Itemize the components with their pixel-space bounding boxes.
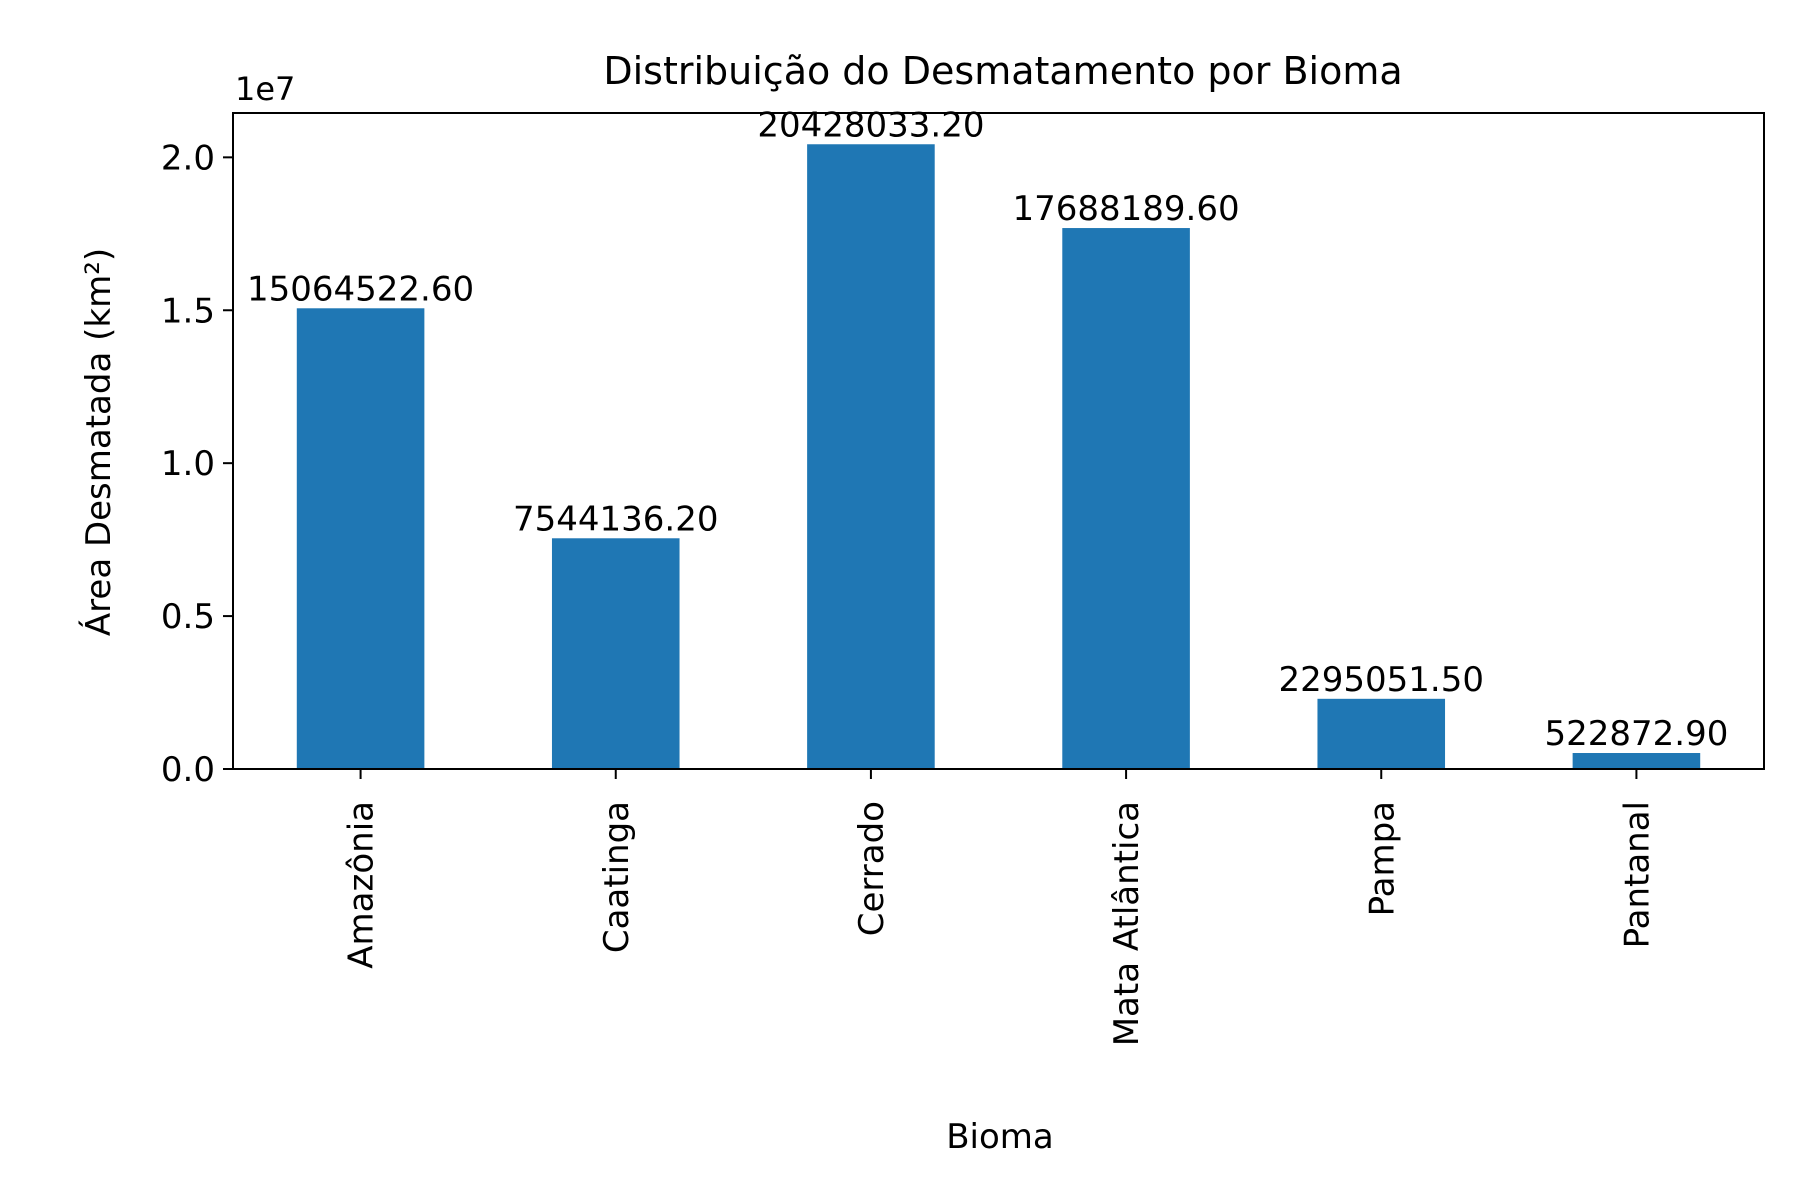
y-tick-label: 1.0 <box>161 444 215 484</box>
bar <box>296 308 425 769</box>
x-tick-label: Amazônia <box>342 801 382 969</box>
bar <box>1062 228 1190 769</box>
chart-title: Distribuição do Desmatamento por Bioma <box>603 49 1402 93</box>
x-tick-label: Caatinga <box>597 801 637 953</box>
bar-value-label: 17688189.60 <box>1013 189 1240 229</box>
y-axis: 0.0 0.5 1.0 1.5 2.0 <box>161 138 233 790</box>
y-tick-label: 0.0 <box>161 750 215 790</box>
bar <box>1317 698 1446 769</box>
bars-group <box>296 144 1701 769</box>
plot-frame <box>232 112 1765 770</box>
x-tick-label: Mata Atlântica <box>1107 801 1147 1046</box>
bar-value-label: 522872.90 <box>1544 714 1728 754</box>
y-tick-label: 0.5 <box>161 597 215 637</box>
x-tick-label: Pampa <box>1362 801 1402 916</box>
x-axis-label: Bioma <box>946 1117 1054 1157</box>
bar-value-label: 15064522.60 <box>247 269 474 309</box>
x-axis: Amazônia Caatinga Cerrado Mata Atlântica Pam… <box>342 769 1657 1046</box>
bar <box>551 538 680 769</box>
y-axis-label: Área Desmatada (km²) <box>78 248 119 636</box>
bar-value-label: 20428033.20 <box>757 105 984 145</box>
bar-value-label: 7544136.20 <box>513 499 719 539</box>
x-tick-label: Cerrado <box>852 801 892 936</box>
y-axis-scale-label: 1e7 <box>235 70 295 108</box>
bar <box>807 144 935 769</box>
value-labels-group: 15064522.60 7544136.20 20428033.20 17688189… <box>247 105 1728 754</box>
x-tick-label: Pantanal <box>1617 801 1657 948</box>
bar <box>1572 753 1701 769</box>
bar-value-label: 2295051.50 <box>1279 660 1485 700</box>
y-tick-label: 2.0 <box>161 138 215 178</box>
y-tick-label: 1.5 <box>161 291 215 331</box>
